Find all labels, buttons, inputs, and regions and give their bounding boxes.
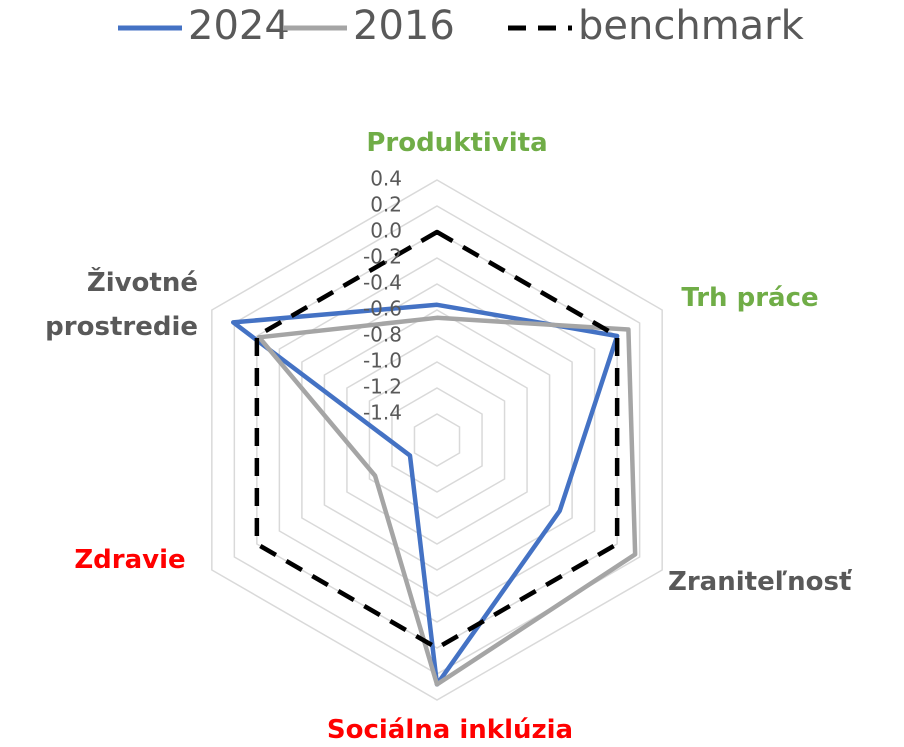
tick-label: 0.0 — [370, 219, 402, 243]
legend-label: benchmark — [578, 3, 805, 49]
grid-ring — [301, 283, 573, 597]
category-label: Produktivita — [366, 128, 548, 158]
tick-label: -0.2 — [363, 245, 402, 269]
grid-ring — [211, 179, 663, 701]
tick-label: -1.0 — [363, 349, 402, 373]
grid-ring — [413, 413, 461, 467]
tick-label: 0.2 — [370, 193, 402, 217]
series-line — [254, 229, 620, 651]
grid-ring — [346, 335, 528, 545]
legend-label: 2016 — [353, 3, 455, 49]
series-line — [230, 302, 620, 687]
grid-ring — [323, 309, 551, 571]
category-label: Životné prostredie — [45, 268, 198, 342]
tick-label: -0.4 — [363, 271, 402, 295]
grid-ring — [278, 257, 596, 623]
category-label: Trh práce — [681, 283, 819, 313]
tick-label: -0.6 — [363, 297, 402, 321]
category-label: Zdravie — [74, 545, 186, 575]
category-label: Zraniteľnosť — [668, 567, 852, 597]
tick-label: -1.2 — [363, 375, 402, 399]
series-line — [256, 315, 638, 687]
tick-label: 0.4 — [370, 167, 402, 191]
legend-label: 2024 — [188, 3, 290, 49]
grid-ring — [256, 231, 618, 649]
grid-ring — [233, 205, 641, 675]
tick-label: -1.4 — [363, 401, 402, 425]
grid-ring — [391, 387, 483, 493]
category-label: Sociálna inklúzia — [326, 715, 574, 745]
tick-label: -0.8 — [363, 323, 402, 347]
grid-ring — [368, 361, 506, 519]
